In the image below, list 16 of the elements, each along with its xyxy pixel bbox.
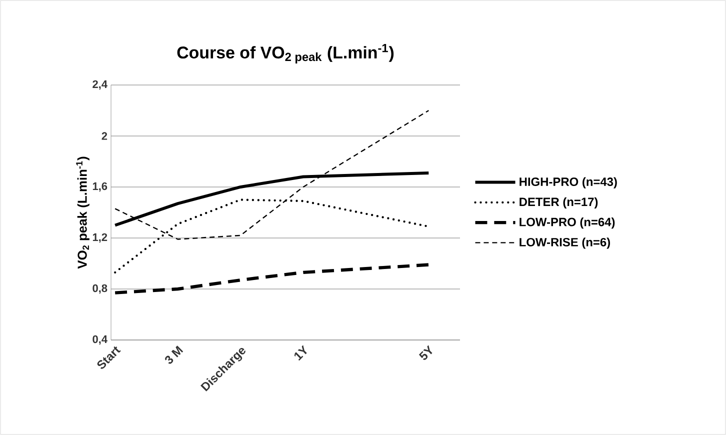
y-tick-label: 0,8 <box>92 284 108 294</box>
y-tick-label: 0,4 <box>92 335 108 345</box>
legend-label: LOW-RISE (n=6) <box>520 238 610 249</box>
y-tick-label: 1,2 <box>92 233 108 243</box>
y-tick-label: 2 <box>102 132 108 140</box>
y-tick-label: 2,4 <box>92 80 108 90</box>
legend-label: DETER (n=17) <box>520 197 598 208</box>
legend-label: HIGH-PRO (n=43) <box>520 177 617 188</box>
y-tick-label: 1,6 <box>92 182 108 192</box>
x-tick-label: 3 M <box>165 346 184 364</box>
legend-label: LOW-PRO (n=64) <box>520 217 615 229</box>
chart-title: Course of VO$_{2 peak}$ (L.min$^{-1}$) <box>177 44 394 64</box>
x-tick-label: 5Y <box>418 345 432 360</box>
x-tick-label: 1Y <box>294 345 307 361</box>
y-axis-title: VO$_{2}$ peak (L.min$^{-1}$) <box>76 156 90 269</box>
line-series <box>113 263 430 294</box>
